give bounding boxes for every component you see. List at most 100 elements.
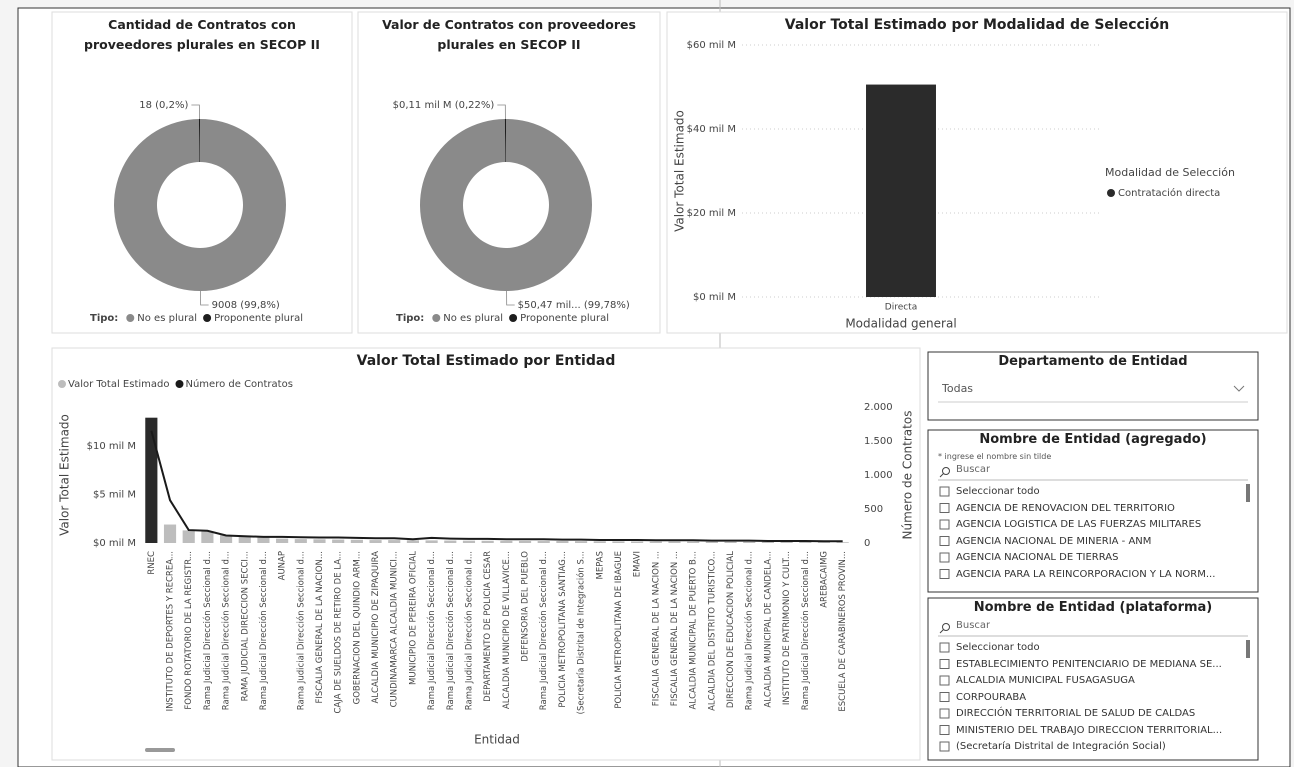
search-box[interactable]: Buscar xyxy=(956,464,991,475)
leader-line xyxy=(497,104,506,120)
bar xyxy=(425,540,438,543)
slicer-item[interactable]: MINISTERIO DEL TRABAJO DIRECCION TERRITO… xyxy=(956,724,1223,736)
bar xyxy=(163,524,177,543)
bar xyxy=(724,541,737,543)
slicer-item[interactable]: AGENCIA DE RENOVACION DEL TERRITORIO xyxy=(956,502,1175,514)
bar xyxy=(649,541,662,543)
x-tick-label: AREBACAIMG xyxy=(819,551,829,608)
checkbox xyxy=(939,536,950,546)
x-tick-label: ALCALDIA MUNICIPIO DE VILLAVICE... xyxy=(502,551,512,709)
slicer-scrollbar xyxy=(1246,484,1250,502)
checkbox xyxy=(939,675,950,686)
search-icon xyxy=(939,473,944,478)
dropdown-value[interactable]: Todas xyxy=(942,382,974,395)
x-axis-label: Modalidad general xyxy=(845,317,956,331)
slicer-hint: * ingrese el nombre sin tilde xyxy=(938,452,1052,461)
legend-label: Proponente plural xyxy=(214,313,303,324)
donut-slice xyxy=(198,119,200,163)
checkbox xyxy=(939,569,950,579)
y2-tick-label: 1.000 xyxy=(864,470,893,481)
slicer-item[interactable]: AGENCIA NACIONAL DE TIERRAS xyxy=(956,552,1119,563)
bar xyxy=(406,540,419,543)
bar xyxy=(145,417,158,543)
x-tick-label: FISCALIA GENERAL DE LA NACION... xyxy=(315,551,325,704)
x-tick-label: ALCALDIA MUNICIPAL DE PUERTO B... xyxy=(689,551,699,709)
slicer-panel xyxy=(927,429,1259,593)
visual-title: Valor de Contratos con proveedores plura… xyxy=(382,17,636,52)
bar xyxy=(518,540,532,543)
x-tick-label: AUNAP xyxy=(278,551,288,580)
bar xyxy=(444,540,457,543)
y2-tick-label: 0 xyxy=(864,538,870,549)
line-series xyxy=(150,430,843,543)
visual-title: Cantidad de Contratos con proveedores pl… xyxy=(84,17,320,52)
bar xyxy=(705,541,718,543)
donut-slice xyxy=(419,119,592,291)
x-tick-label: RAMA JUDICIAL DIRECCION SECCI... xyxy=(240,551,250,701)
y2-tick-label: 1.500 xyxy=(864,436,893,447)
bar xyxy=(836,542,849,543)
bar xyxy=(556,541,569,543)
slicer-item[interactable]: AGENCIA PARA LA REINCORPORACION Y LA NOR… xyxy=(956,568,1216,580)
bar xyxy=(182,530,195,543)
bar xyxy=(780,542,793,543)
slicer-item[interactable]: AGENCIA LOGISTICA DE LAS FUERZAS MILITAR… xyxy=(956,519,1202,530)
x-tick-label: ESCUELA DE CARABINEROS PROVIN... xyxy=(838,551,848,712)
slicer-item[interactable]: (Secretaría Distrital de Integración Soc… xyxy=(956,741,1166,752)
x-tick-label: CUNDINAMARCA ALCALDIA MUNICI... xyxy=(390,551,400,707)
search-icon xyxy=(942,467,950,475)
x-tick-label: Rama Judicial Dirección Seccional d... xyxy=(445,551,456,710)
bar xyxy=(462,540,476,543)
x-tick-label: GOBERNACION DEL QUINDIO ARM... xyxy=(352,551,362,704)
slicer-item[interactable]: Seleccionar todo xyxy=(956,486,1040,497)
scrollbar xyxy=(145,748,175,752)
legend-title: Modalidad de Selección xyxy=(1105,166,1235,179)
bar xyxy=(481,540,494,543)
legend-swatch xyxy=(1107,189,1115,197)
donut-slice xyxy=(114,119,287,291)
x-tick-label: Rama Judicial Dirección Seccional d... xyxy=(538,551,549,710)
bar xyxy=(500,540,513,543)
data-label: $0,11 mil M (0,22%) xyxy=(393,100,495,111)
x-tick-label: MUNICIPIO DE PEREIRA OFICIAL xyxy=(408,551,418,685)
bar xyxy=(332,539,345,543)
y-tick-label: $10 mil M xyxy=(87,441,136,452)
y-tick-label: $5 mil M xyxy=(93,489,136,500)
slicer-item[interactable]: CORPOURABA xyxy=(956,691,1027,703)
visual-title: Valor Total Estimado por Entidad xyxy=(356,353,616,369)
bar xyxy=(575,541,588,543)
data-label: $50,47 mil... (99,78%) xyxy=(518,300,630,311)
slicer-panel xyxy=(927,351,1259,421)
bar xyxy=(593,541,606,543)
legend-title: Tipo: xyxy=(90,313,118,324)
slicer-title: Departamento de Entidad xyxy=(998,354,1188,369)
slicer-item[interactable]: ESTABLECIMIENTO PENITENCIARIO DE MEDIANA… xyxy=(956,658,1222,670)
bar xyxy=(294,539,307,543)
slicer-item[interactable]: AGENCIA NACIONAL DE MINERIA - ANM xyxy=(956,535,1152,547)
visual-panel xyxy=(51,347,921,761)
x-tick-label: DEPARTAMENTO DE POLICIA CESAR xyxy=(483,551,493,702)
search-box[interactable]: Buscar xyxy=(956,620,991,631)
slicer-item[interactable]: Seleccionar todo xyxy=(956,642,1040,653)
y-axis-label: Valor Total Estimado xyxy=(58,414,72,536)
slicer-item[interactable]: ALCALDIA MUNICIPAL FUSAGASUGA xyxy=(956,675,1135,686)
bar xyxy=(817,542,831,543)
slicer-item[interactable]: DIRECCIÓN TERRITORIAL DE SALUD DE CALDAS xyxy=(956,708,1196,719)
checkbox xyxy=(939,659,950,669)
x-tick-label: Rama Judicial Dirección Seccional d... xyxy=(202,551,213,710)
x-tick-label: ALCALDIA MUNICIPIO DE ZIPAQUIRA xyxy=(371,551,381,704)
legend-title: Tipo: xyxy=(396,313,424,324)
visual-title: Valor Total Estimado por Modalidad de Se… xyxy=(784,17,1170,33)
y2-tick-label: 500 xyxy=(864,504,883,515)
bar xyxy=(238,536,251,543)
bar xyxy=(743,541,756,543)
legend-swatch xyxy=(432,314,441,322)
x-tick-label: DEFENSORIA DEL PUEBLO xyxy=(521,551,531,662)
checkbox xyxy=(939,486,950,497)
y-tick-label: $40 mil M xyxy=(687,124,736,135)
bar xyxy=(369,540,382,543)
checkbox xyxy=(939,692,950,702)
slicer-title: Nombre de Entidad (agregado) xyxy=(979,432,1207,447)
x-tick-label: Rama Judicial Dirección Seccional d... xyxy=(463,551,474,710)
checkbox xyxy=(939,519,950,530)
